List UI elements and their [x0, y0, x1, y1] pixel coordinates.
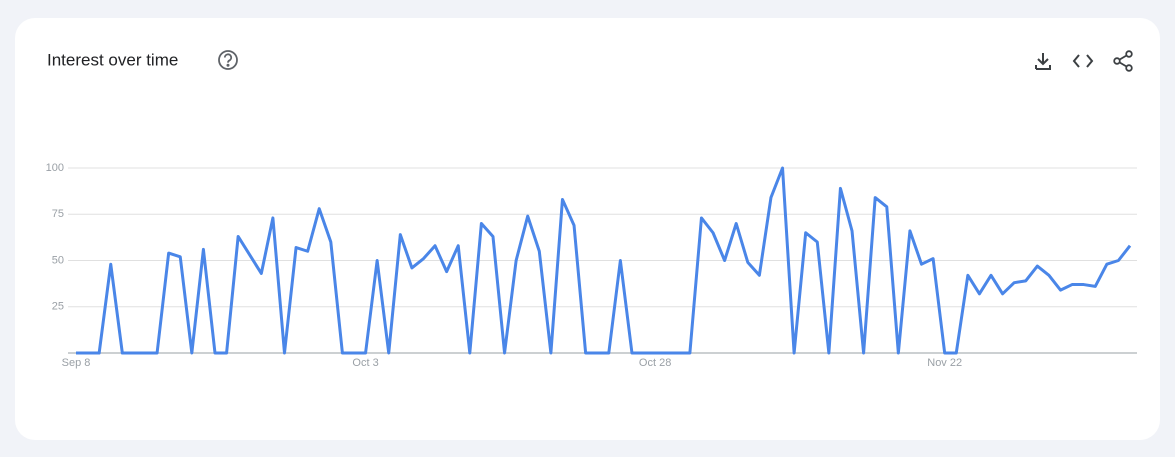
help-icon[interactable] — [218, 50, 238, 70]
embed-icon[interactable] — [1072, 54, 1094, 68]
y-tick-label: 75 — [52, 208, 64, 220]
download-icon[interactable] — [1035, 53, 1051, 70]
x-tick-label: Oct 3 — [352, 357, 378, 369]
x-tick-label: Nov 22 — [927, 357, 962, 369]
card — [15, 18, 1160, 440]
x-tick-label: Oct 28 — [639, 357, 671, 369]
x-tick-label: Sep 8 — [62, 357, 91, 369]
y-tick-label: 50 — [52, 254, 64, 266]
y-tick-label: 100 — [46, 162, 64, 174]
line-series — [76, 166, 1132, 355]
chart-title: Interest over time — [47, 50, 178, 69]
share-icon[interactable] — [1113, 50, 1133, 72]
y-tick-label: 25 — [52, 301, 64, 313]
